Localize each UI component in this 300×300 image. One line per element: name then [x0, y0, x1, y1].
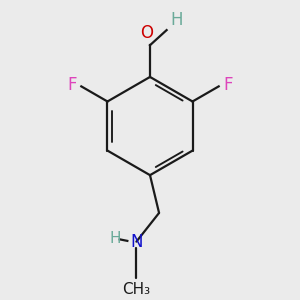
Text: H: H: [110, 231, 121, 246]
Text: CH₃: CH₃: [122, 282, 151, 297]
Text: O: O: [140, 24, 153, 42]
Text: N: N: [130, 232, 143, 250]
Text: H: H: [170, 11, 183, 28]
Text: F: F: [67, 76, 77, 94]
Text: F: F: [223, 76, 233, 94]
